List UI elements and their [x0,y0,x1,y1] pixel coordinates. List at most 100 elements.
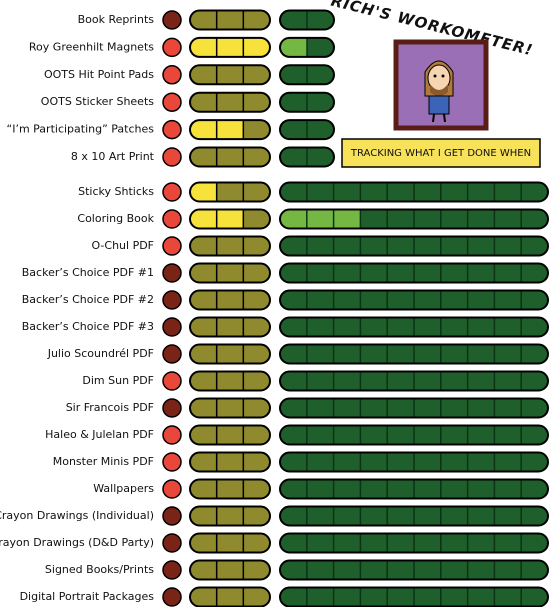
status-dot [162,209,182,229]
progress-bar [189,586,271,607]
segment [190,587,217,607]
progress-bar [279,36,335,58]
row-label: OOTS Sticker Sheets [41,95,154,108]
segment [440,182,468,202]
bar-outline [189,235,271,257]
segment [306,479,334,499]
segment [521,452,548,472]
bar-outline [279,559,549,581]
row-label: Coloring Book [77,212,154,225]
segment [440,560,468,580]
segment [414,479,441,499]
segment [243,120,270,140]
bar-outline [279,343,549,365]
segment [333,506,361,526]
progress-bar [279,505,549,527]
segment [306,263,334,283]
bar-outline [279,36,335,58]
segment [521,290,548,310]
segment [243,65,270,85]
status-dot [162,182,182,202]
segment [387,533,414,553]
progress-bar [189,262,271,284]
segment [216,587,244,607]
row-label: Crayon Drawings (D&D Party) [0,536,154,549]
segment [216,452,244,472]
segment [216,344,244,364]
segment [414,398,441,418]
segment [440,263,468,283]
segment [216,317,244,337]
segment [280,37,307,57]
progress-bar [189,181,271,203]
segment [467,344,495,364]
segment [280,236,307,256]
segment [243,209,270,229]
bar-outline [279,478,549,500]
segment [360,263,388,283]
progress-bar [189,146,271,168]
segment [387,344,414,364]
segment [494,560,522,580]
segment [360,398,388,418]
bar-outline [279,532,549,554]
progress-bar [279,64,335,86]
segment [414,182,441,202]
segment [467,452,495,472]
segment [280,506,307,526]
progress-bar [189,9,271,31]
segment [190,120,217,140]
segment [243,10,270,30]
row-label: Julio Scoundrél PDF [47,347,154,360]
segment [440,479,468,499]
row-label: “I’m Participating” Patches [7,123,155,136]
caption-box [341,138,541,168]
progress-bar [279,586,549,607]
segment [190,147,217,167]
segment [216,263,244,283]
segment [414,560,441,580]
segment [521,425,548,445]
row-label: Backer’s Choice PDF #3 [22,320,154,333]
bar-outline [279,397,549,419]
progress-bar [189,289,271,311]
segment [243,506,270,526]
segment [521,263,548,283]
segment [190,425,217,445]
row-label: Backer’s Choice PDF #1 [22,266,154,279]
segment [360,344,388,364]
segment [414,209,441,229]
bar-outline [279,146,335,168]
row-label: Crayon Drawings (Individual) [0,509,154,522]
progress-bar [279,91,335,113]
segment [414,290,441,310]
progress-bar [189,36,271,58]
segment [307,65,334,85]
segment [216,147,244,167]
row-label: Monster Minis PDF [53,455,154,468]
segment [387,182,414,202]
progress-bar [189,559,271,581]
bar-outline [189,370,271,392]
segment [216,120,244,140]
segment [280,533,307,553]
progress-bar [189,397,271,419]
segment [467,533,495,553]
status-dot [162,10,182,30]
segment [333,452,361,472]
segment [243,398,270,418]
status-dot [162,533,182,553]
bar-outline [189,91,271,113]
segment [280,398,307,418]
segment [216,371,244,391]
bar-outline [279,208,549,230]
bar-outline [189,9,271,31]
segment [307,10,334,30]
segment [306,236,334,256]
segment [494,317,522,337]
segment [280,344,307,364]
segment [467,587,495,607]
progress-bar [279,316,549,338]
segment [387,506,414,526]
